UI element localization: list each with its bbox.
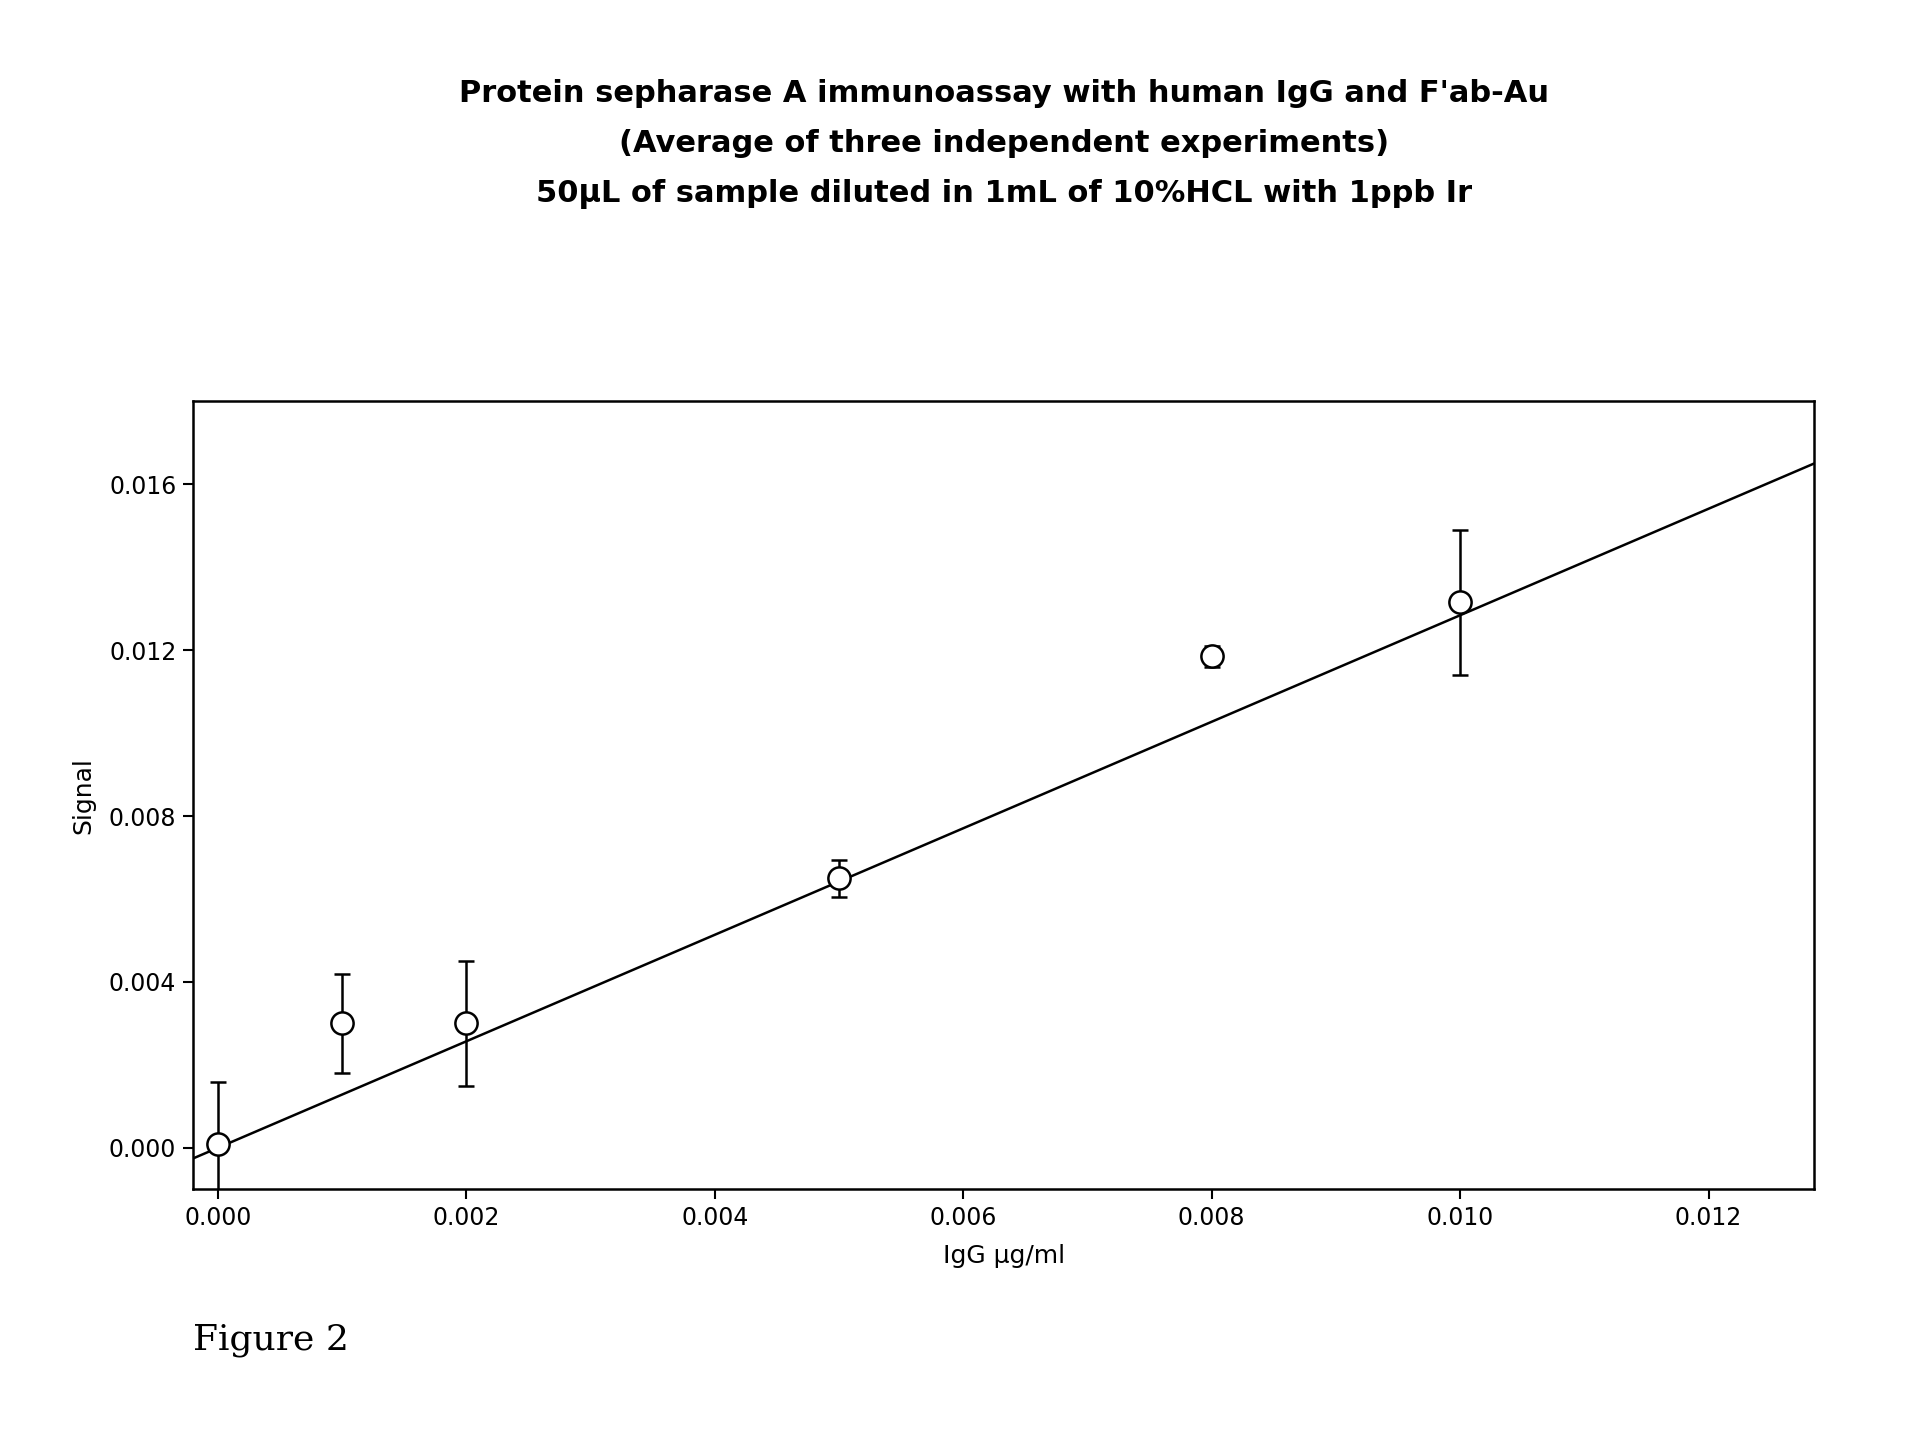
Text: 50μL of sample diluted in 1mL of 10%HCL with 1ppb Ir: 50μL of sample diluted in 1mL of 10%HCL … [535,179,1473,209]
X-axis label: IgG μg/ml: IgG μg/ml [942,1244,1065,1268]
Text: Protein sepharase A immunoassay with human IgG and F'ab-Au: Protein sepharase A immunoassay with hum… [459,79,1548,107]
Text: (Average of three independent experiments): (Average of three independent experiment… [618,129,1390,158]
Text: Figure 2: Figure 2 [193,1323,349,1357]
Y-axis label: Signal: Signal [71,757,95,834]
